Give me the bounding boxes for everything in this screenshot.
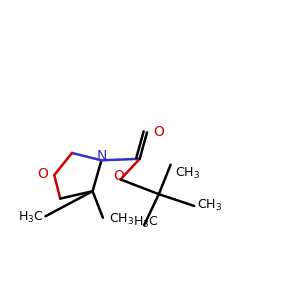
Text: CH$_3$: CH$_3$	[197, 198, 222, 213]
Text: H$_3$C: H$_3$C	[133, 214, 158, 230]
Text: CH$_3$: CH$_3$	[109, 212, 134, 227]
Text: O: O	[113, 169, 124, 184]
Text: O: O	[38, 167, 49, 181]
Text: O: O	[153, 125, 164, 139]
Text: N: N	[96, 149, 106, 163]
Text: CH$_3$: CH$_3$	[175, 166, 200, 181]
Text: H$_3$C: H$_3$C	[18, 210, 44, 225]
